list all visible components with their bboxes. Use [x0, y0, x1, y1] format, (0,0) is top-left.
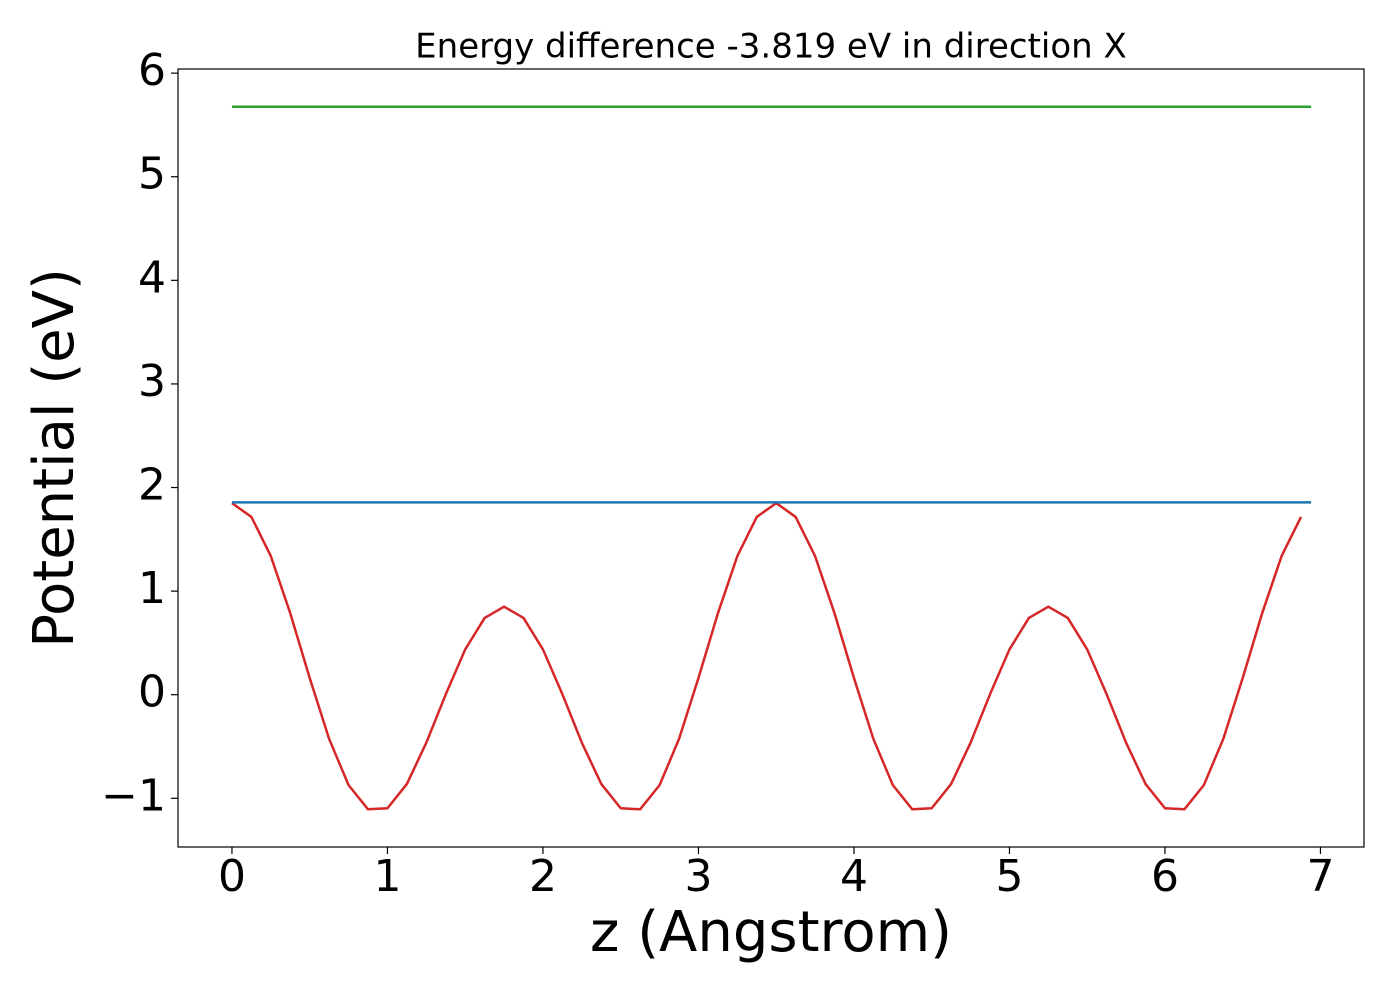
x-tick-label: 1	[373, 851, 401, 902]
plot-frame	[177, 68, 1365, 848]
x-tick-label: 5	[995, 851, 1023, 902]
y-tick-label: 3	[138, 356, 166, 407]
x-tick-label: 6	[1151, 851, 1179, 902]
y-tick-label: 1	[138, 563, 166, 614]
x-tick-label: 2	[529, 851, 557, 902]
y-tick-label: 0	[138, 667, 166, 718]
y-tick-label: 5	[138, 149, 166, 200]
x-tick-label: 3	[684, 851, 712, 902]
y-axis-label: Potential (eV)	[22, 268, 87, 648]
y-tick-label: −1	[101, 770, 166, 821]
x-tick-label: 7	[1306, 851, 1334, 902]
line-series	[231, 501, 1303, 811]
x-tick-label: 4	[840, 851, 868, 902]
x-axis-label: z (Angstrom)	[590, 900, 952, 965]
x-tick-label: 0	[218, 851, 246, 902]
y-tick-label: 2	[138, 460, 166, 511]
y-tick-label: 4	[138, 252, 166, 303]
chart-title: Energy difference -3.819 eV in direction…	[415, 27, 1127, 67]
y-tick-label: 6	[138, 45, 166, 96]
